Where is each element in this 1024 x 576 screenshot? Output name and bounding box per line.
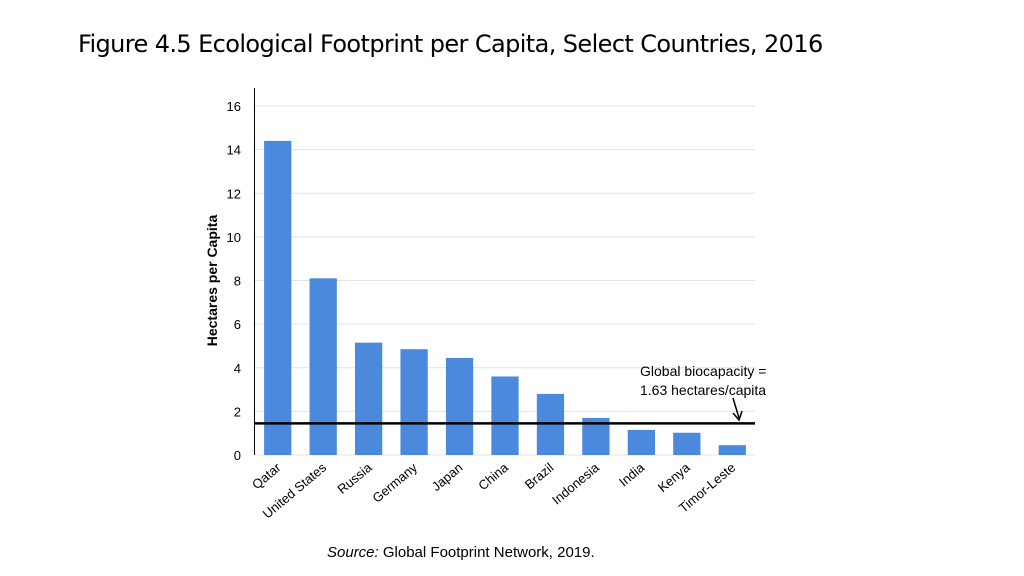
- bar: [400, 349, 428, 455]
- y-tick-label: 2: [234, 404, 241, 419]
- annotation-arrow: [732, 397, 740, 419]
- x-tick-label: Russia: [334, 459, 375, 497]
- bar: [491, 376, 519, 455]
- x-tick-label: Japan: [429, 460, 466, 494]
- biocapacity-annotation: Global biocapacity = 1.63 hectares/capita: [640, 363, 766, 422]
- bar: [309, 278, 337, 455]
- slide-title: Figure 4.5 Ecological Footprint per Capi…: [78, 30, 823, 58]
- y-tick-label: 0: [234, 448, 241, 463]
- annotation-line: Global biocapacity =: [640, 363, 766, 379]
- bar: [627, 429, 655, 455]
- y-tick-label: 8: [234, 274, 241, 289]
- x-tick-label: Brazil: [522, 460, 557, 492]
- bar: [355, 342, 383, 455]
- x-tick-label: Indonesia: [549, 459, 602, 507]
- x-tick-label: Germany: [369, 459, 420, 505]
- bar: [718, 445, 746, 455]
- bars: [264, 140, 746, 455]
- annotation-arrowhead: [732, 410, 743, 422]
- y-tick-labels: 0 2 4 6 8 10 12 14 16: [227, 99, 241, 463]
- bar: [264, 140, 292, 455]
- source-label: Source:: [327, 544, 379, 561]
- x-tick-label: Kenya: [655, 459, 693, 495]
- bar: [673, 432, 701, 455]
- source-note: Source: Global Footprint Network, 2019.: [327, 544, 595, 561]
- bar: [445, 357, 474, 455]
- x-tick-label: Qatar: [249, 459, 284, 492]
- x-tick-label: China: [475, 459, 511, 493]
- y-axis-label: Hectares per Capita: [204, 215, 220, 347]
- annotation-line: 1.63 hectares/capita: [640, 382, 766, 398]
- x-tick-label: India: [616, 459, 648, 489]
- y-tick-label: 12: [227, 186, 241, 201]
- source-text: Global Footprint Network, 2019.: [382, 544, 595, 561]
- y-tick-label: 6: [234, 317, 241, 332]
- y-tick-label: 14: [227, 143, 241, 158]
- y-tick-label: 10: [227, 230, 241, 245]
- y-tick-label: 16: [227, 99, 241, 114]
- y-tick-label: 4: [234, 361, 241, 376]
